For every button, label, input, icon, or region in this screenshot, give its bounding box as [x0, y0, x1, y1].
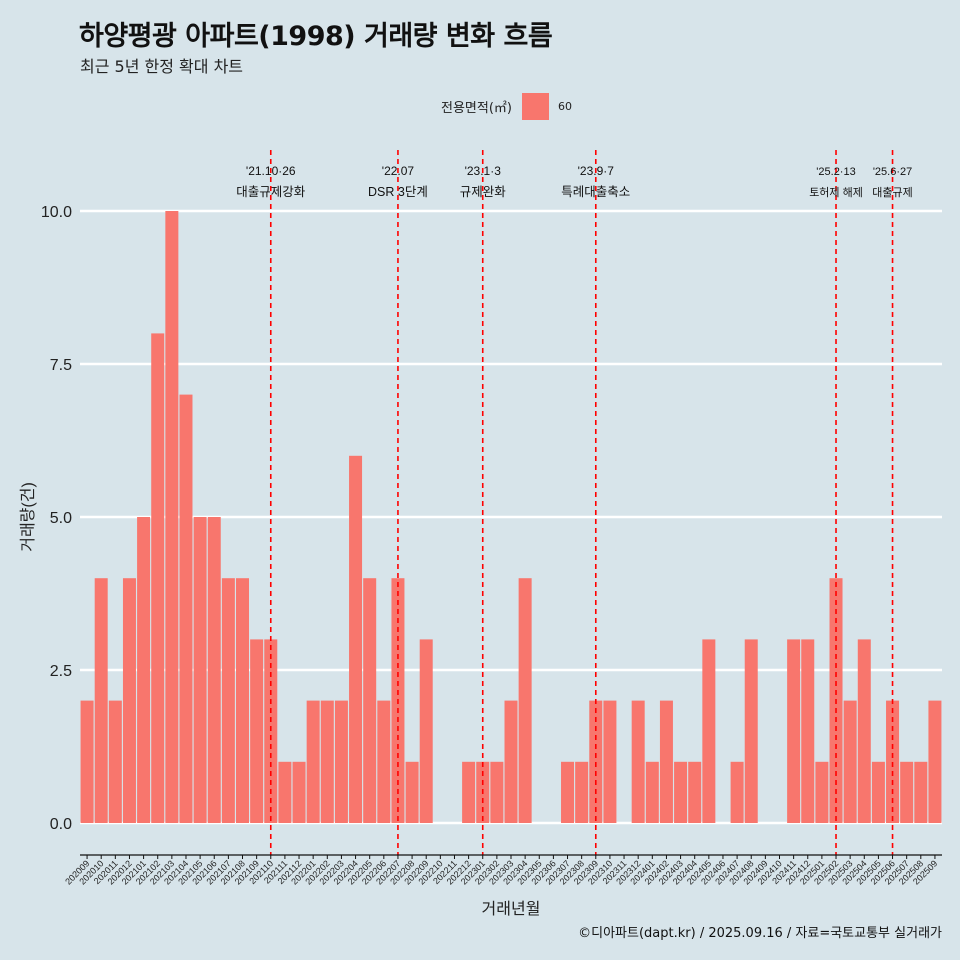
bar	[320, 700, 334, 823]
bar	[730, 761, 744, 823]
y-axis-title: 거래량(건)	[19, 482, 37, 552]
bar	[787, 639, 801, 823]
legend-title: 전용면적(㎡)	[441, 101, 512, 116]
bar	[744, 639, 758, 823]
bar	[193, 517, 207, 823]
y-tick-label: 5.0	[50, 510, 72, 527]
bar	[688, 761, 702, 823]
bar	[236, 578, 250, 823]
bar	[504, 700, 518, 823]
bar	[207, 517, 221, 823]
bar	[334, 700, 348, 823]
bar	[137, 517, 151, 823]
bar	[292, 761, 306, 823]
bar	[561, 761, 575, 823]
event-label: 대출규제강화	[236, 185, 306, 199]
event-date-label: '25.6·27	[873, 166, 912, 178]
event-label: 특례대출축소	[561, 185, 630, 199]
event-label: 규제완화	[460, 185, 507, 199]
bar	[363, 578, 377, 823]
bar	[645, 761, 659, 823]
legend-swatch	[521, 93, 549, 120]
bar	[589, 700, 603, 823]
bar	[108, 700, 122, 823]
event-label: 토허제 해제	[809, 185, 863, 199]
bar	[801, 639, 815, 823]
bar	[518, 578, 532, 823]
bar	[221, 578, 235, 823]
bar	[405, 761, 419, 823]
bar	[165, 211, 179, 823]
bar	[843, 700, 857, 823]
bar	[179, 394, 193, 823]
legend-key: 60	[557, 100, 572, 113]
bar	[122, 578, 136, 823]
event-date-label: '23.9·7	[578, 164, 615, 178]
bar	[306, 700, 320, 823]
source-caption: ©디아파트(dapt.kr) / 2025.09.16 / 자료=국토교통부 실…	[578, 926, 942, 941]
bar	[928, 700, 942, 823]
event-label: 대출규제	[872, 186, 912, 199]
bar	[815, 761, 829, 823]
event-label: DSR 3단계	[368, 185, 428, 199]
bar	[462, 761, 476, 823]
bar	[151, 333, 165, 823]
bar	[377, 700, 391, 823]
bar	[278, 761, 292, 823]
x-axis-title: 거래년월	[482, 900, 541, 918]
bar	[702, 639, 716, 823]
bar	[674, 761, 688, 823]
y-tick-label: 7.5	[50, 357, 72, 374]
event-date-label: '23.1·3	[465, 164, 502, 178]
bar	[914, 761, 928, 823]
bar	[857, 639, 871, 823]
y-tick-label: 2.5	[50, 663, 72, 680]
bar	[886, 700, 900, 823]
bar	[80, 700, 94, 823]
bar	[871, 761, 885, 823]
bar	[94, 578, 108, 823]
bar	[659, 700, 673, 823]
bar	[575, 761, 589, 823]
bar	[603, 700, 617, 823]
chart-subtitle: 최근 5년 한정 확대 차트	[80, 57, 244, 76]
bar	[490, 761, 504, 823]
chart-title: 하양평광 아파트(1998) 거래량 변화 흐름	[79, 21, 553, 52]
bar	[250, 639, 264, 823]
event-date-label: '22.07	[382, 164, 415, 178]
bar	[631, 700, 645, 823]
event-date-label: '21.10·26	[246, 164, 296, 178]
bar	[264, 639, 278, 823]
y-tick-label: 0.0	[50, 816, 72, 833]
y-tick-label: 10.0	[41, 204, 72, 221]
bar	[419, 639, 433, 823]
legend: 전용면적(㎡) 60	[441, 93, 572, 120]
bar	[900, 761, 914, 823]
bar	[349, 455, 363, 823]
event-date-label: '25.2·13	[816, 166, 855, 178]
